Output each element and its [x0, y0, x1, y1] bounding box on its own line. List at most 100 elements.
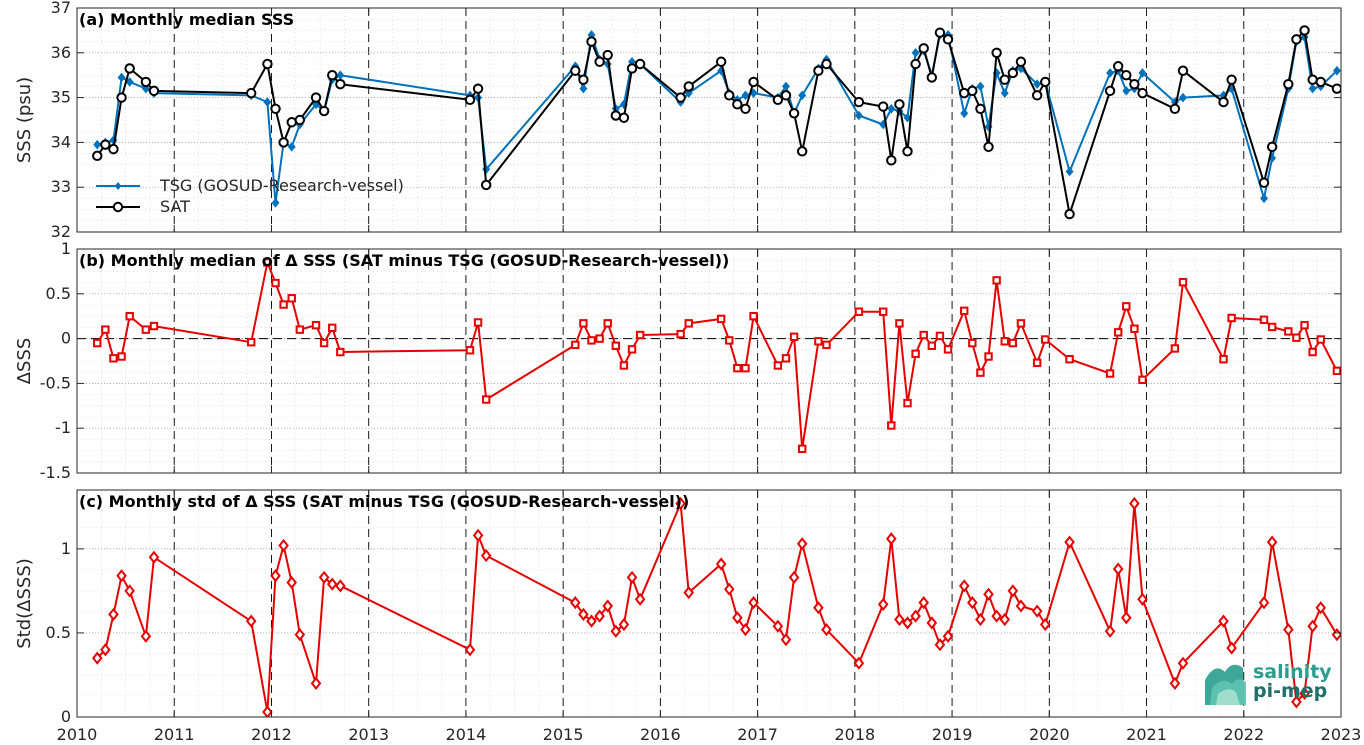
delta-series-point-6 [149, 321, 159, 331]
sat-series-point-61 [1040, 76, 1051, 88]
delta-series-point-22 [586, 614, 597, 628]
tsg-gosud-research-vessel-series-point-60 [1033, 79, 1042, 89]
tsg-gosud-research-vessel-series-point-54 [976, 81, 985, 92]
delta-series-point-16 [335, 579, 346, 593]
sat-series-point-65 [1121, 70, 1132, 81]
tsg-gosud-research-vessel-series-point-46 [903, 112, 912, 123]
delta-series-point-14 [318, 570, 330, 585]
tsg-gosud-research-vessel-series-point-0 [93, 139, 102, 150]
delta-series-point-4 [125, 312, 134, 321]
delta-series-point-0 [91, 651, 103, 665]
delta-series-point-78 [1316, 335, 1325, 344]
sat-series-point-74 [1283, 78, 1294, 90]
delta-series-point-63 [1104, 624, 1116, 638]
delta-series-point-42 [853, 656, 865, 670]
delta-series-point-32 [723, 582, 735, 596]
tsg-gosud-research-vessel-series-point-57 [1000, 88, 1009, 98]
y-axis-label: Std(ΔSSS) [14, 558, 35, 649]
sat-series-point-51 [942, 34, 954, 45]
legend: TSG (GOSUD-Research-vessel) SAT [96, 176, 404, 216]
tsg-gosud-research-vessel-series-point-72 [1260, 193, 1268, 204]
logo-line-1: salinity [1253, 661, 1332, 683]
delta-series-point-50 [935, 331, 945, 341]
delta-series-point-68 [1169, 676, 1181, 690]
delta-series-point-54 [975, 612, 986, 627]
delta-series-point-56 [991, 609, 1002, 623]
logo-line-2: pi-mep [1253, 680, 1327, 702]
delta-series-point-42 [854, 307, 864, 316]
delta-series-point-1 [100, 643, 111, 657]
y-tick-label: 35 [51, 88, 71, 107]
series-layer [92, 25, 1341, 220]
delta-series-point-49 [926, 616, 938, 630]
delta-series-point-73 [1267, 322, 1277, 332]
axes-frame [76, 489, 1342, 718]
x-tick-label: 2014 [446, 725, 487, 744]
delta-series-point-25 [610, 624, 622, 638]
sat-series-point-24 [602, 49, 613, 61]
series-layer [91, 496, 1341, 717]
delta-series-point-53 [967, 596, 978, 610]
delta-series-point-47 [910, 609, 921, 623]
tsg-gosud-research-vessel-series-point-52 [960, 108, 969, 119]
delta-series-point-30 [684, 319, 693, 328]
sat-series-point-66 [1129, 78, 1140, 90]
delta-series-point-55 [983, 587, 994, 601]
delta-series-point-28 [634, 592, 646, 606]
delta-series-point-14 [319, 338, 329, 348]
delta-series-point-3 [117, 352, 126, 361]
delta-series-point-65 [1120, 611, 1132, 625]
x-tick-label: 2015 [543, 725, 584, 744]
sat-series-point-70 [1218, 96, 1229, 108]
sat-series-point-46 [902, 146, 913, 157]
sat-series-point-3 [116, 92, 127, 103]
delta-series-point-12 [295, 325, 305, 334]
delta-series-point-70 [1218, 614, 1229, 628]
salinity-pi-mep-logo: salinity pi-mep [1205, 661, 1332, 705]
delta-series-point-37 [780, 633, 792, 647]
delta-series-point-1 [101, 325, 110, 334]
sat-series-point-57 [999, 74, 1010, 85]
sat-series-point-55 [983, 141, 994, 153]
sat-series-point-47 [910, 58, 921, 70]
sat-series-point-78 [1315, 76, 1326, 88]
sat-series-point-7 [246, 87, 257, 99]
delta-series-point-60 [1032, 358, 1042, 367]
sat-series-point-23 [594, 56, 605, 67]
delta-series-point-72 [1259, 315, 1269, 324]
delta-series-point-76 [1299, 686, 1310, 701]
delta-series-point-12 [294, 628, 306, 642]
delta-series-point-29 [675, 496, 686, 511]
delta-series-point-54 [976, 368, 985, 377]
delta-series-point-20 [571, 340, 580, 350]
sat-series-point-9 [270, 103, 281, 115]
delta-series-point-27 [626, 570, 638, 585]
delta-series-point-51 [943, 345, 953, 354]
delta-series-point-77 [1307, 619, 1318, 633]
y-axis-label: ΔSSS [14, 338, 35, 385]
tsg-gosud-research-vessel-series-point-42 [854, 110, 863, 121]
y-tick-label: 0.5 [46, 284, 71, 303]
delta-series-point-2 [109, 354, 118, 363]
delta-series-point-39 [796, 537, 808, 551]
sat-series-point-40 [813, 65, 824, 76]
delta-series-point-20 [570, 596, 581, 610]
sat-series-point-58 [1007, 67, 1019, 79]
delta-series-point-11 [286, 575, 297, 590]
delta-series-point-43 [879, 307, 888, 316]
sat-series-point-8 [262, 58, 273, 70]
delta-series-point-38 [789, 332, 799, 342]
delta-series-point-75 [1292, 333, 1301, 342]
delta-series-point-43 [877, 597, 889, 611]
delta-series-point-58 [1007, 584, 1019, 598]
delta-series-point-16 [336, 347, 345, 357]
sat-series-point-42 [853, 96, 865, 108]
tsg-gosud-research-vessel-series-point-34 [741, 90, 750, 101]
delta-series-point-24 [603, 319, 612, 328]
delta-series-point-45 [895, 319, 904, 328]
delta-series-point-40 [813, 601, 824, 615]
delta-series-point-36 [772, 619, 784, 633]
sat-series-point-54 [975, 103, 986, 115]
delta-series-point-57 [1000, 337, 1009, 346]
